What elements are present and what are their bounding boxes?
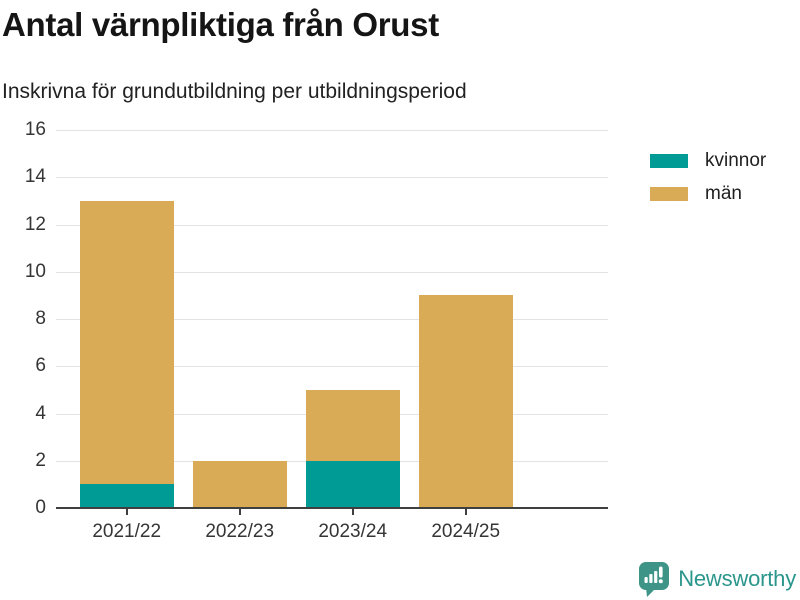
gridline-y-6 xyxy=(56,366,608,368)
brand-footer: Newsworthy xyxy=(638,561,796,597)
brand-name: Newsworthy xyxy=(678,566,796,591)
legend-item-kvinnor: kvinnor xyxy=(650,150,766,172)
gridline-y-8 xyxy=(56,319,608,320)
legend-swatch-män xyxy=(650,187,688,201)
y-axis-tick-label: 2 xyxy=(35,449,46,471)
x-axis-label: 2021/22 xyxy=(92,521,162,542)
x-axis-label: 2022/23 xyxy=(205,521,275,542)
x-axis-tick xyxy=(238,509,241,515)
legend-swatch-kvinnor xyxy=(650,154,688,168)
newsworthy-logo-icon xyxy=(639,562,670,597)
chart-legend: kvinnor män xyxy=(650,150,766,216)
gridline-y-16 xyxy=(56,130,608,131)
y-axis-tick-label: 6 xyxy=(35,355,46,377)
bar-segment-2021-22-kvinnor xyxy=(79,484,174,508)
y-axis-tick-label: 8 xyxy=(35,308,46,329)
legend-label: kvinnor xyxy=(705,150,767,171)
y-axis-tick-label: 4 xyxy=(35,402,46,424)
gridline-y-10 xyxy=(56,271,608,273)
bar-segment-2023-24-män xyxy=(305,389,400,461)
bar-segment-2021-22-män xyxy=(79,200,174,485)
x-axis-tick xyxy=(351,509,354,515)
gridline-y-14 xyxy=(56,177,608,179)
legend-label: män xyxy=(705,183,742,204)
y-axis-tick-label: 14 xyxy=(24,166,46,188)
y-axis-tick-label: 16 xyxy=(24,119,46,140)
legend-item-män: män xyxy=(650,183,766,205)
x-axis-tick xyxy=(464,509,467,515)
y-axis-tick-label: 0 xyxy=(35,497,46,518)
y-axis-tick-label: 12 xyxy=(24,213,46,235)
bar-segment-2023-24-kvinnor xyxy=(305,460,400,508)
chart-subtitle: Inskrivna för grundutbildning per utbild… xyxy=(2,80,467,103)
gridline-y-12 xyxy=(56,224,608,226)
y-axis-tick-label: 10 xyxy=(24,260,46,282)
x-axis-label: 2024/25 xyxy=(431,521,501,542)
bar-segment-2024-25-män xyxy=(418,295,513,508)
chart-title: Antal värnpliktiga från Orust xyxy=(2,6,439,43)
bar-chart-plot-area: 0 2 4 6 8 10 12 14 16 2021/22 2022/23 2023/24 2024/2… xyxy=(25,119,608,542)
x-axis-label: 2023/24 xyxy=(318,521,388,542)
x-axis-line xyxy=(56,507,608,509)
x-axis-tick xyxy=(125,509,128,515)
bar-segment-2022-23-män xyxy=(192,460,287,508)
